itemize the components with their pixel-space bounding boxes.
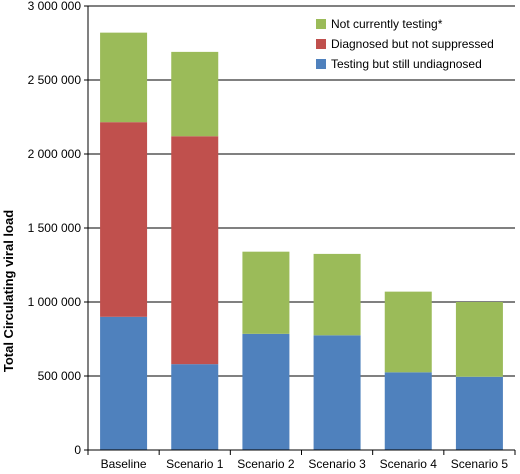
bar-segment bbox=[100, 32, 148, 123]
axes bbox=[84, 5, 516, 455]
bar-segment bbox=[100, 122, 148, 317]
legend-label: Not currently testing* bbox=[331, 17, 443, 31]
x-tick-label: Scenario 5 bbox=[451, 457, 509, 469]
legend-label: Testing but still undiagnosed bbox=[331, 57, 482, 71]
bar-segment bbox=[171, 364, 219, 450]
bar-segment bbox=[455, 302, 503, 377]
bar-segment bbox=[171, 136, 219, 365]
y-tick-label: 500 000 bbox=[38, 369, 82, 383]
bar-segment bbox=[171, 51, 219, 137]
bar-segment bbox=[100, 316, 148, 450]
x-tick-label: Baseline bbox=[101, 457, 147, 469]
y-tick-labels: 0 500 000 1 000 000 1 500 000 2 000 000 2 500… bbox=[28, 0, 82, 457]
legend-swatch bbox=[316, 19, 326, 29]
x-tick-label: Scenario 2 bbox=[237, 457, 295, 469]
y-tick-label: 1 500 000 bbox=[28, 221, 82, 235]
bar-segment bbox=[242, 251, 290, 334]
legend-swatch bbox=[316, 39, 326, 49]
bars bbox=[100, 32, 503, 450]
y-axis-label: Total Circulating viral load bbox=[1, 210, 16, 372]
bar-segment bbox=[242, 333, 290, 450]
bar-segment bbox=[384, 372, 432, 450]
x-tick-label: Scenario 4 bbox=[380, 457, 438, 469]
legend-label: Diagnosed but not suppressed bbox=[331, 37, 494, 51]
bar-segment bbox=[384, 291, 432, 373]
y-tick-label: 0 bbox=[74, 443, 81, 457]
y-tick-label: 3 000 000 bbox=[28, 0, 82, 13]
y-tick-label: 1 000 000 bbox=[28, 295, 82, 309]
gridlines bbox=[88, 5, 515, 377]
legend: Not currently testing* Diagnosed but not … bbox=[316, 17, 494, 71]
bar-segment bbox=[313, 253, 361, 336]
x-tick-label: Scenario 1 bbox=[166, 457, 224, 469]
bar-segment bbox=[455, 376, 503, 450]
bar-segment bbox=[313, 335, 361, 450]
y-tick-label: 2 000 000 bbox=[28, 147, 82, 161]
x-tick-labels: Baseline Scenario 1 Scenario 2 Scenario 3 Sc… bbox=[101, 457, 509, 471]
legend-swatch bbox=[316, 59, 326, 69]
y-tick-label: 2 500 000 bbox=[28, 73, 82, 87]
x-tick-label: Scenario 3 bbox=[308, 457, 366, 469]
